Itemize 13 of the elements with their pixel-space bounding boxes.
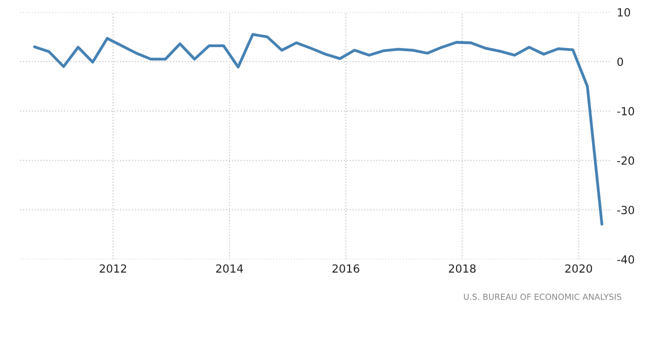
line-series [33, 33, 604, 226]
x-tick-label: 2012 [100, 264, 126, 273]
y-tick-label: -20 [617, 156, 634, 165]
x-tick-label: 2016 [332, 264, 360, 273]
text: U.S. BUREAU OF ECONOMIC ANALYSIS [464, 294, 622, 300]
x-tick-label: 2020 [565, 264, 592, 273]
y-tick-label: -40 [617, 255, 634, 264]
y-tick-label: -10 [617, 106, 634, 116]
y-tick-label: -30 [617, 206, 634, 214]
y-tick-label: 0 [617, 58, 623, 66]
x-tick-label: 2018 [448, 264, 476, 273]
y-tick-label: 10 [618, 8, 630, 17]
x-tick-label: 2014 [216, 264, 243, 273]
